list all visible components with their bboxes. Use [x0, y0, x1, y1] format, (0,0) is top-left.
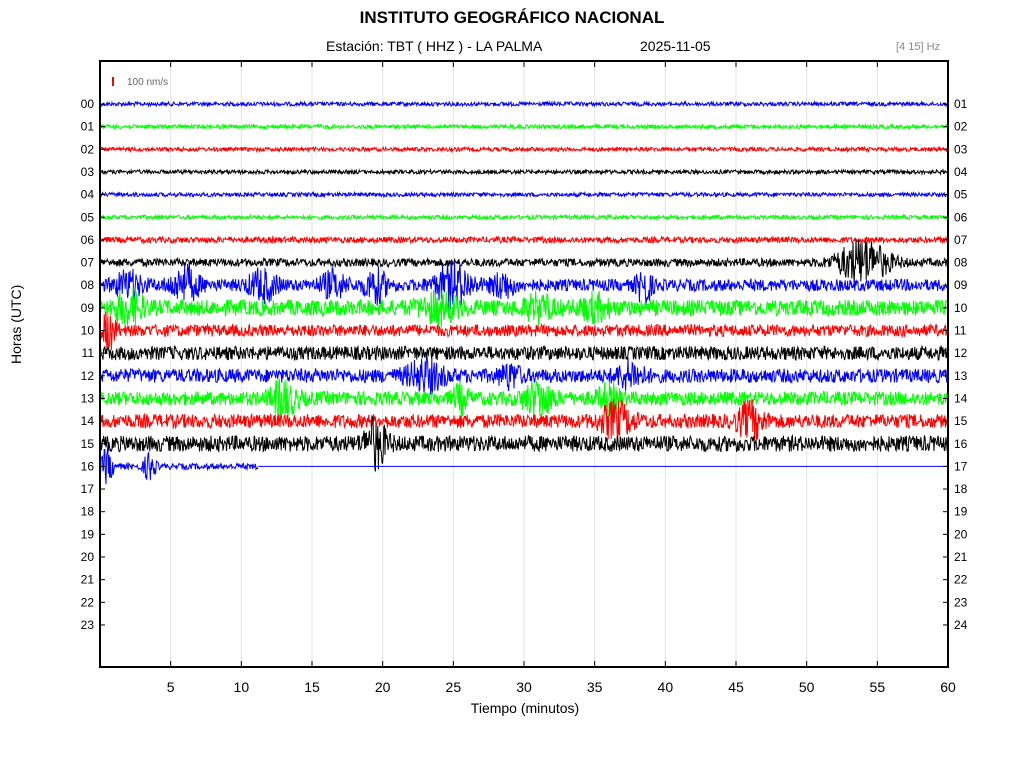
trace-hour-11: [99, 344, 949, 362]
y-tick-label-right: 13: [954, 369, 968, 383]
trace-hour-15: [99, 416, 949, 472]
y-tick-label-left: 11: [82, 346, 95, 360]
y-tick-label-left: 02: [81, 142, 95, 156]
y-tick-label-left: 05: [81, 210, 95, 224]
x-tick-label: 55: [870, 679, 886, 695]
x-tick-label: 15: [304, 679, 320, 695]
x-tick-label: 10: [234, 679, 250, 695]
y-tick-label-left: 04: [81, 188, 95, 202]
station-label: Estación: TBT ( HHZ ) - LA PALMA: [326, 38, 543, 54]
y-tick-label-left: 13: [81, 391, 95, 405]
y-tick-label-right: 19: [954, 505, 968, 519]
y-tick-label-right: 09: [954, 278, 968, 292]
trace-hour-12: [99, 356, 949, 395]
y-tick-label-right: 12: [954, 346, 968, 360]
trace-hour-00: [99, 100, 949, 108]
y-tick-label-left: 09: [81, 301, 95, 315]
x-tick-label: 35: [587, 679, 603, 695]
trace-hour-03: [99, 168, 949, 176]
trace-hour-08: [99, 259, 949, 310]
y-tick-label-left: 15: [81, 437, 95, 451]
trace-hour-10: [99, 311, 949, 351]
x-tick-label: 40: [658, 679, 674, 695]
y-tick-label-right: 20: [954, 527, 968, 541]
y-tick-label-right: 17: [954, 459, 968, 473]
trace-hour-05: [99, 213, 949, 222]
y-tick-label-left: 16: [81, 459, 95, 473]
x-axis-label: Tiempo (minutos): [470, 700, 580, 716]
y-tick-label-right: 05: [954, 188, 968, 202]
y-tick-label-left: 12: [81, 369, 95, 383]
y-tick-label-right: 08: [954, 256, 968, 270]
y-tick-label-left: 22: [81, 595, 95, 609]
trace-hour-07: [99, 239, 949, 283]
date-label: 2025-11-05: [640, 38, 711, 54]
trace-hour-16: [99, 445, 259, 485]
y-tick-label-left: 18: [81, 505, 95, 519]
x-tick-label: 50: [799, 679, 815, 695]
y-tick-label-right: 11: [954, 324, 967, 338]
y-tick-label-right: 03: [954, 142, 968, 156]
scale-bar: [112, 77, 114, 86]
trace-hour-01: [99, 122, 949, 131]
y-tick-label-right: 01: [954, 97, 968, 111]
x-tick-label: 20: [375, 679, 391, 695]
y-tick-label-right: 15: [954, 414, 968, 428]
y-tick-label-left: 01: [81, 120, 95, 134]
y-tick-label-right: 07: [954, 233, 968, 247]
y-tick-label-right: 02: [954, 120, 968, 134]
y-tick-label-right: 21: [954, 550, 968, 564]
x-tick-label: 30: [516, 679, 532, 695]
y-tick-label-left: 00: [81, 97, 95, 111]
y-tick-label-right: 06: [954, 210, 968, 224]
y-tick-label-left: 03: [81, 165, 95, 179]
x-tick-label: 45: [728, 679, 744, 695]
trace-hour-04: [99, 190, 949, 199]
y-tick-label-right: 22: [954, 573, 968, 587]
y-tick-label-right: 24: [954, 618, 968, 632]
y-tick-label-left: 19: [81, 527, 95, 541]
y-tick-label-right: 23: [954, 595, 968, 609]
scale-label: 100 nm/s: [127, 77, 168, 88]
filter-band-label: [4 15] Hz: [896, 41, 941, 53]
y-tick-label-left: 07: [81, 256, 95, 270]
chart-title: INSTITUTO GEOGRÁFICO NACIONAL: [359, 8, 665, 27]
trace-hour-13: [99, 378, 949, 420]
trace-hour-02: [99, 145, 949, 154]
x-tick-label: 5: [167, 679, 175, 695]
y-tick-label-left: 20: [81, 550, 95, 564]
trace-hour-06: [99, 235, 949, 245]
trace-hour-14: [99, 398, 949, 441]
y-tick-label-right: 04: [954, 165, 968, 179]
y-tick-label-left: 23: [81, 618, 95, 632]
y-tick-label-left: 10: [81, 324, 95, 338]
y-tick-label-right: 16: [954, 437, 968, 451]
y-tick-label-right: 18: [954, 482, 968, 496]
y-tick-label-left: 21: [81, 573, 95, 587]
y-tick-label-right: 14: [954, 391, 968, 405]
y-tick-label-left: 06: [81, 233, 95, 247]
y-tick-label-left: 14: [81, 414, 95, 428]
y-tick-label-left: 08: [81, 278, 95, 292]
x-tick-label: 25: [446, 679, 462, 695]
y-tick-label-right: 10: [954, 301, 968, 315]
y-tick-label-left: 17: [81, 482, 95, 496]
x-tick-label: 60: [940, 679, 956, 695]
trace-hour-09: [99, 287, 949, 330]
